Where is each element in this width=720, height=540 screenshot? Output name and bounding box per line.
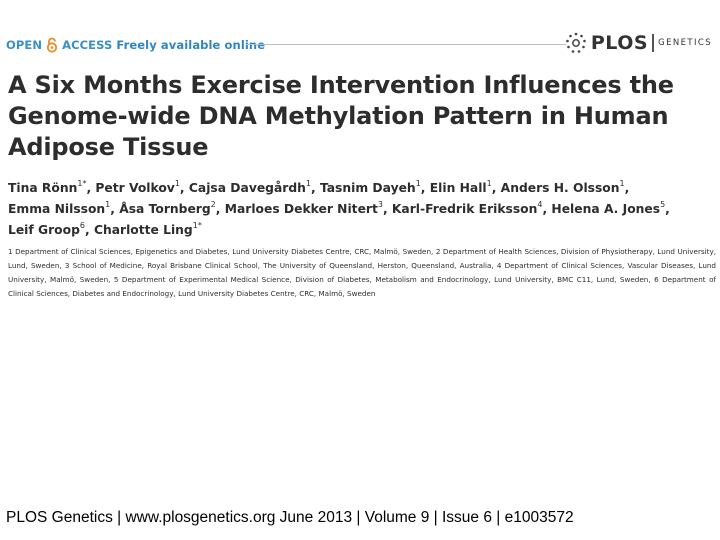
author-affiliation-marker: 1 (105, 200, 111, 209)
plos-genetics-logo: PLOS GENETICS (564, 31, 712, 55)
author-name: Tasnim Dayeh (319, 181, 416, 195)
author-name: Charlotte Ling (93, 223, 193, 237)
author: Cajsa Davegårdh1 (188, 179, 311, 196)
author-name: Åsa Tornberg (119, 202, 211, 216)
author-affiliation-marker: 6 (79, 221, 85, 230)
open-text: OPEN (6, 38, 43, 52)
author-name: Anders H. Olsson (500, 181, 620, 195)
brand-separator (652, 34, 655, 52)
open-access-lock-icon (46, 37, 58, 53)
author-affiliation-marker: 1 (415, 179, 421, 188)
author-affiliation-marker: 1 (174, 179, 180, 188)
author: Marloes Dekker Nitert3 (224, 200, 383, 217)
author-name: Leif Groop (8, 223, 80, 237)
author: Petr Volkov1 (95, 179, 180, 196)
author: Helena A. Jones5 (551, 200, 666, 217)
author-name: Karl-Fredrik Eriksson (391, 202, 538, 216)
author: Leif Groop6 (8, 221, 85, 238)
author: Tina Rönn1* (8, 179, 87, 196)
author-affiliation-marker: 3 (377, 200, 383, 209)
plos-logo-icon (566, 32, 586, 53)
plos-wordmark: PLOS (590, 32, 649, 54)
access-text: ACCESS (62, 38, 113, 52)
author-name: Elin Hall (429, 181, 487, 195)
author-name: Tina Rönn (8, 181, 78, 195)
author-affiliation-marker: 1* (192, 221, 202, 230)
journal-name: GENETICS (658, 38, 712, 48)
author: Charlotte Ling1* (93, 221, 202, 238)
author-affiliation-marker: 1 (619, 179, 625, 188)
freely-available-text: Freely available online (116, 38, 266, 52)
author: Anders H. Olsson1 (500, 179, 625, 196)
author-name: Cajsa Davegårdh (188, 181, 306, 195)
author: Emma Nilsson1 (8, 200, 111, 217)
author-list: Tina Rönn1*, Petr Volkov1, Cajsa Davegår… (8, 179, 670, 238)
banner-divider (246, 44, 566, 45)
author-affiliation-marker: 1 (486, 179, 492, 188)
author: Karl-Fredrik Eriksson4 (391, 200, 543, 217)
author-name: Helena A. Jones (551, 202, 661, 216)
journal-banner: OPEN ACCESS Freely available online (6, 30, 716, 60)
author-affiliation-marker: 4 (537, 200, 543, 209)
author: Åsa Tornberg2 (119, 200, 216, 217)
affiliations: 1 Department of Clinical Sciences, Epige… (8, 247, 716, 298)
citation-footer: PLOS Genetics | www.plosgenetics.org Jun… (6, 509, 574, 526)
author-affiliation-marker: 1* (77, 179, 87, 188)
author-name: Marloes Dekker Nitert (224, 202, 378, 216)
open-access-label: OPEN ACCESS Freely available online (6, 37, 265, 53)
author-affiliation-marker: 1 (305, 179, 311, 188)
author-name: Emma Nilsson (8, 202, 106, 216)
author: Tasnim Dayeh1 (319, 179, 421, 196)
author-name: Petr Volkov (95, 181, 175, 195)
article-title: A Six Months Exercise Intervention Influ… (8, 71, 674, 161)
author-affiliation-marker: 2 (210, 200, 216, 209)
author: Elin Hall1 (429, 179, 492, 196)
author-affiliation-marker: 5 (660, 200, 666, 209)
